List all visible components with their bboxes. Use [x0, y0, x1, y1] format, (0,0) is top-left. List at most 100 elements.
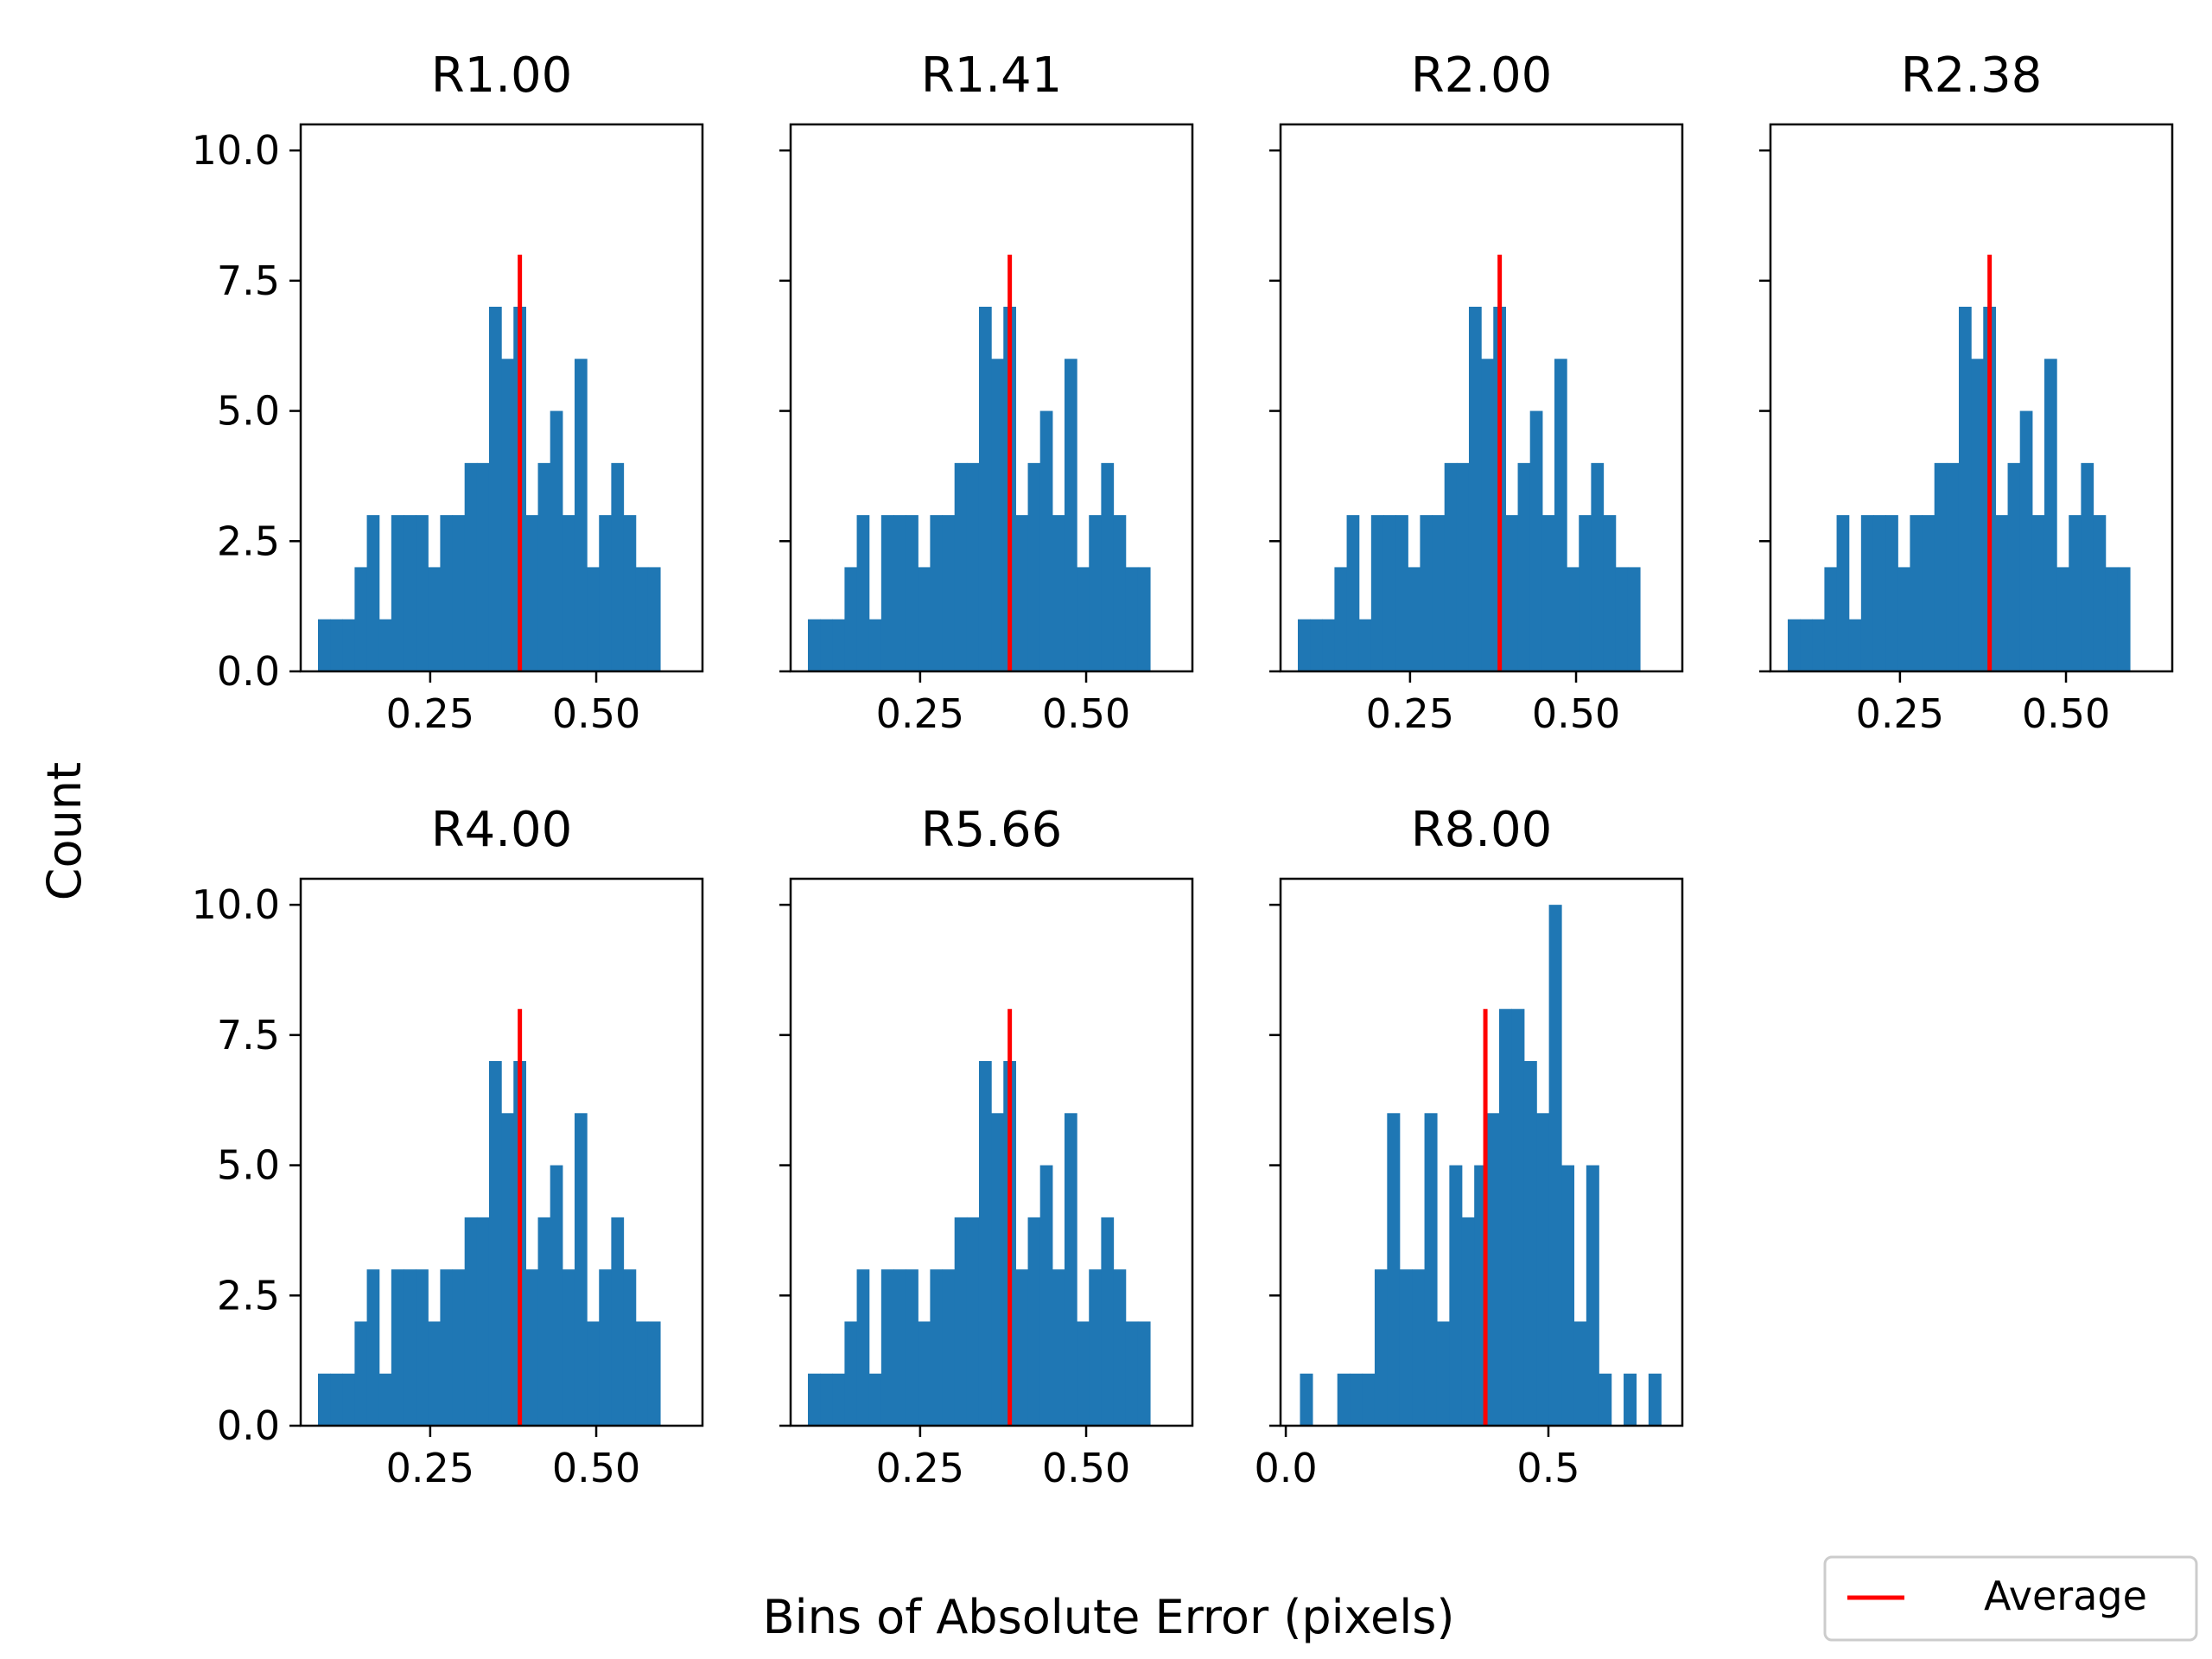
- histogram-bar: [1322, 619, 1336, 671]
- histogram-bar: [317, 1373, 331, 1426]
- histogram-bar: [1346, 515, 1360, 671]
- histogram-bar: [1812, 619, 1826, 671]
- histogram-bar: [966, 1217, 980, 1426]
- histogram-bar: [2031, 515, 2045, 671]
- histogram-bar: [1077, 567, 1090, 671]
- histogram-bar: [623, 515, 637, 671]
- histogram-bar: [623, 1269, 637, 1426]
- x-tick-label: 0.25: [876, 690, 964, 737]
- histogram-bar: [1350, 1373, 1363, 1426]
- axes-frame: [789, 877, 1194, 1427]
- figure-ylabel: Count: [37, 762, 92, 900]
- y-tick-label: 2.5: [217, 1272, 280, 1319]
- histogram-bar: [342, 619, 356, 671]
- histogram-bar: [525, 515, 539, 671]
- histogram-bar: [550, 410, 563, 671]
- y-tick-label: 5.0: [217, 388, 280, 435]
- y-tick-label: 5.0: [217, 1142, 280, 1189]
- histogram-bar: [991, 1113, 1004, 1426]
- axes-frame: [299, 877, 704, 1427]
- histogram-bar: [906, 515, 918, 671]
- histogram-bar: [525, 1269, 539, 1426]
- histogram-bar: [1113, 1269, 1127, 1426]
- histogram-bar: [1039, 1165, 1053, 1426]
- histogram-bar: [1039, 410, 1053, 671]
- subplot-R2.00: R2.00 0.25 0.50: [1269, 48, 1684, 737]
- histogram-bar: [1885, 515, 1898, 671]
- x-tick-label: 0.5: [1516, 1445, 1580, 1491]
- histogram-bar: [880, 1269, 894, 1426]
- histogram-bar: [1603, 515, 1617, 671]
- histogram-bar: [587, 567, 600, 671]
- histogram-bar: [1860, 515, 1874, 671]
- histogram-bar: [635, 567, 649, 671]
- histogram-bar: [807, 1373, 821, 1426]
- axes-frame: [789, 123, 1194, 673]
- histogram-bar: [1897, 567, 1911, 671]
- y-tick-label: 7.5: [217, 1012, 280, 1058]
- x-tick-label: 0.25: [876, 1445, 964, 1491]
- histogram-bar: [501, 359, 514, 671]
- histogram-bar: [832, 619, 846, 671]
- x-tick-label: 0.50: [2022, 690, 2110, 737]
- histogram-bar: [1015, 515, 1029, 671]
- histogram-bar: [1579, 515, 1592, 671]
- histogram-bar: [1300, 1373, 1313, 1426]
- histogram-bar: [452, 1269, 466, 1426]
- x-tick-label: 0.25: [1366, 690, 1454, 737]
- histogram-bar: [1561, 1165, 1575, 1426]
- histogram-bar: [1027, 1217, 1041, 1426]
- x-tick-label: 0.25: [386, 1445, 474, 1491]
- histogram-bar: [868, 619, 882, 671]
- histogram-bar: [880, 515, 894, 671]
- histogram-bar: [1627, 567, 1641, 671]
- histogram-bar: [599, 1269, 612, 1426]
- histogram-bar: [991, 359, 1004, 671]
- histogram-bar: [918, 567, 931, 671]
- histogram-bar: [378, 1373, 392, 1426]
- legend-frame: [1823, 1555, 2198, 1642]
- histogram-bar: [2044, 359, 2057, 671]
- histogram-bar: [501, 1113, 514, 1426]
- histogram-bar: [647, 567, 661, 671]
- histogram-bar: [342, 1373, 356, 1426]
- legend-average-label: Average: [1984, 1573, 2147, 1619]
- histogram-bar: [1872, 515, 1886, 671]
- subplot-R5.66: R5.66 0.25 0.50: [779, 802, 1194, 1491]
- histogram-bar: [428, 1321, 442, 1426]
- histogram-bar: [1137, 567, 1151, 671]
- subplot-R4.00: R4.00 0.0 2.5 5.0 7.5 10.0 0.25 0.50: [192, 802, 704, 1491]
- histogram-bar: [1599, 1373, 1612, 1426]
- histogram-bar: [1648, 1373, 1662, 1426]
- histogram-bar: [464, 1217, 478, 1426]
- histogram-bar: [635, 1321, 649, 1426]
- histogram-bar: [1517, 462, 1531, 671]
- figure-xlabel: Bins of Absolute Error (pixels): [763, 1590, 1455, 1644]
- x-tick-label: 0.50: [1532, 690, 1620, 737]
- histogram-bar: [1408, 567, 1421, 671]
- axes-frame: [1279, 877, 1684, 1427]
- histogram-bar: [366, 515, 380, 671]
- histogram-bar: [1125, 1321, 1139, 1426]
- histogram-bar: [391, 1269, 404, 1426]
- histogram-bar: [942, 515, 956, 671]
- legend: Average: [1823, 1555, 2198, 1642]
- histogram-bar: [1137, 1321, 1151, 1426]
- histogram-bar: [1420, 515, 1433, 671]
- histogram-bar: [1027, 462, 1041, 671]
- histogram-bar: [1297, 619, 1311, 671]
- histogram-bar: [1511, 1008, 1525, 1426]
- histogram-bar: [1089, 515, 1102, 671]
- histogram-bar: [1436, 1321, 1450, 1426]
- histogram-bar: [1498, 1008, 1512, 1426]
- y-tick-label: 2.5: [217, 518, 280, 564]
- histogram-bar: [856, 515, 870, 671]
- x-tick-label: 0.50: [552, 1445, 640, 1491]
- histogram-bar: [844, 1321, 858, 1426]
- x-tick-label: 0.25: [386, 690, 474, 737]
- histogram-bar: [1101, 462, 1115, 671]
- histogram-bar: [1554, 359, 1567, 671]
- histogram-bar: [562, 1269, 575, 1426]
- histogram-bar: [1444, 462, 1458, 671]
